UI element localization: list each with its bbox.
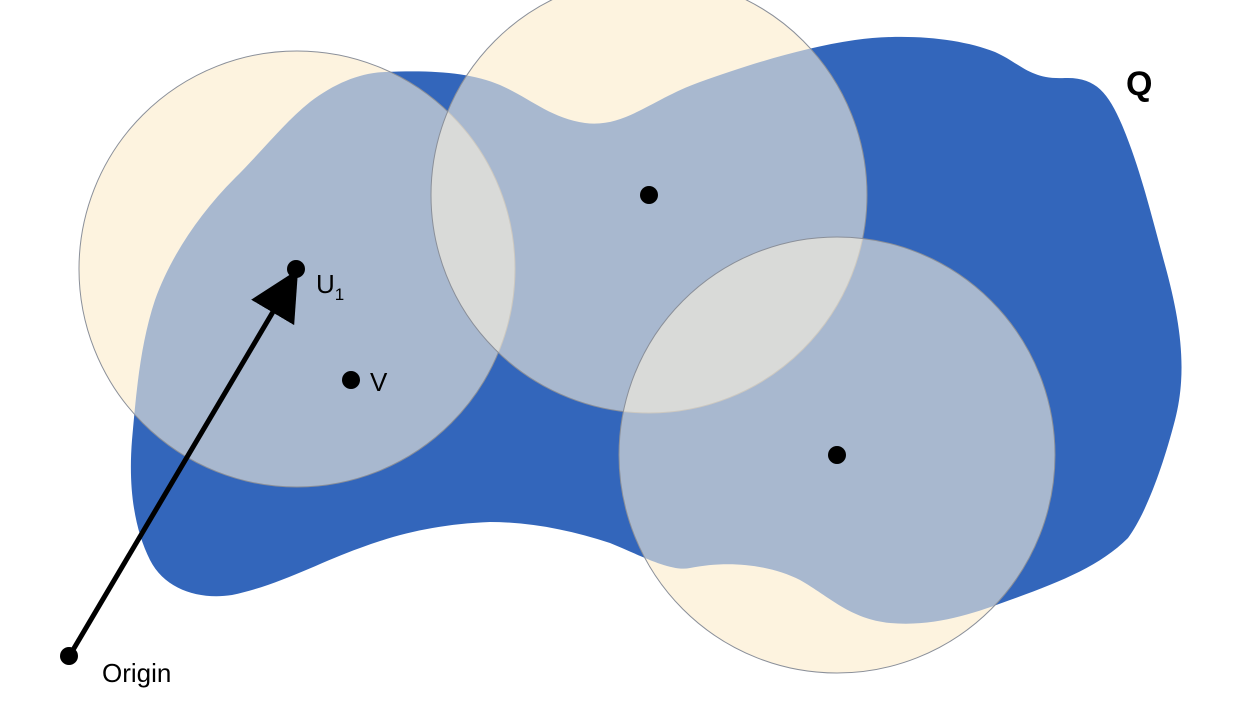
- point-u1: [287, 260, 305, 278]
- label-q: Q: [1126, 65, 1152, 103]
- points: [60, 186, 846, 665]
- point-origin: [60, 647, 78, 665]
- point-bottom-center: [828, 446, 846, 464]
- label-u1-main: U: [316, 269, 335, 299]
- point-v: [342, 371, 360, 389]
- label-u1-subscript: 1: [335, 285, 344, 304]
- label-v: V: [370, 367, 388, 397]
- label-u1: U1: [316, 269, 344, 304]
- label-origin: Origin: [102, 658, 171, 688]
- point-top-center: [640, 186, 658, 204]
- origin-to-u1-arrow: [67, 269, 299, 657]
